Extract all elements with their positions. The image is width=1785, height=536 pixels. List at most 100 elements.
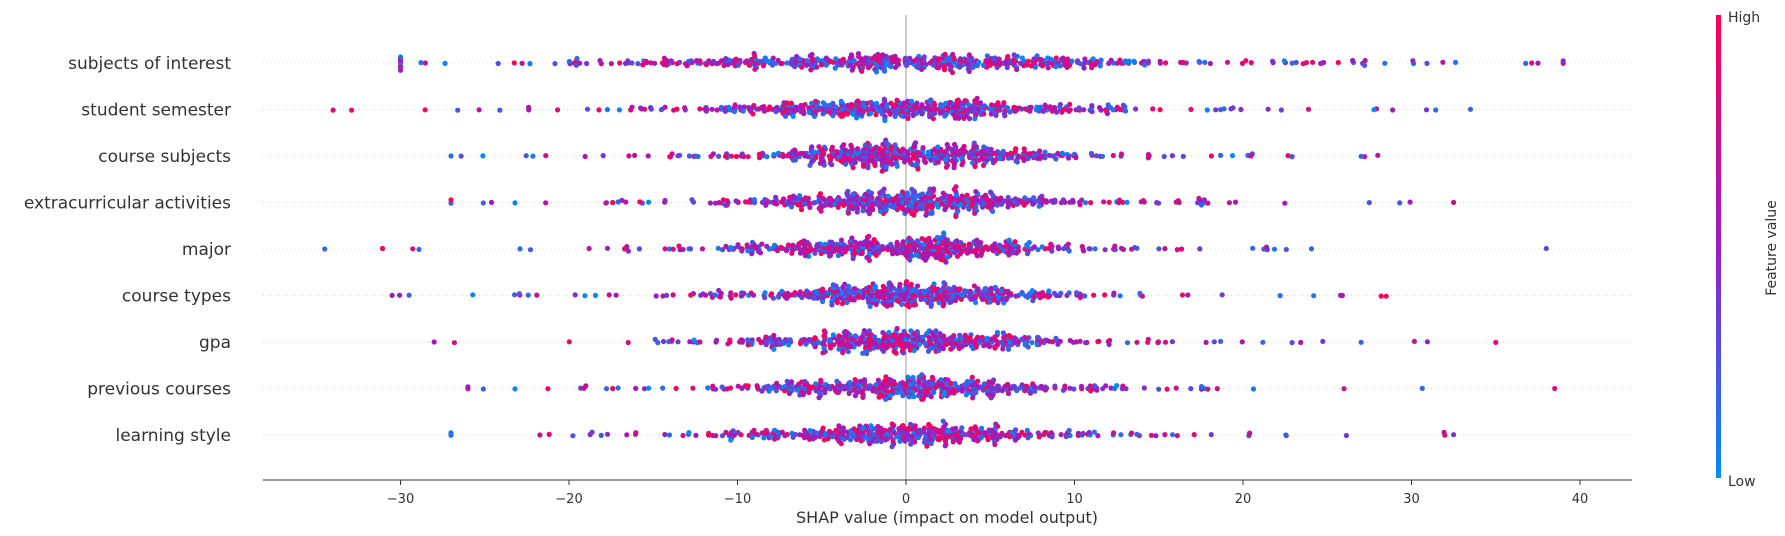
- shap-point: [888, 241, 894, 247]
- shap-point: [801, 111, 807, 117]
- shap-point: [1054, 109, 1060, 115]
- shap-point: [1145, 336, 1151, 342]
- shap-point: [926, 98, 932, 104]
- shap-point: [745, 154, 751, 160]
- shap-point: [903, 62, 909, 68]
- shap-point: [980, 387, 987, 393]
- shap-point: [534, 292, 540, 298]
- shap-point: [955, 437, 961, 443]
- shap-point: [1049, 108, 1055, 114]
- shap-point: [826, 383, 832, 389]
- shap-point: [1040, 108, 1046, 114]
- shap-point: [682, 105, 688, 111]
- shap-point: [669, 151, 675, 157]
- shap-point: [648, 105, 654, 111]
- shap-point: [643, 58, 649, 64]
- shap-point: [875, 344, 881, 350]
- shap-point: [964, 341, 970, 347]
- shap-point: [827, 195, 833, 201]
- shap-point: [817, 191, 824, 197]
- shap-point: [881, 68, 888, 74]
- shap-point: [1283, 432, 1289, 439]
- shap-point: [763, 341, 769, 347]
- shap-point: [1106, 341, 1112, 347]
- shap-point: [820, 195, 826, 201]
- shap-point: [1011, 104, 1017, 110]
- shap-point: [726, 104, 732, 110]
- shap-point: [751, 197, 758, 203]
- colorbar-title: Feature value: [1764, 200, 1780, 296]
- shap-point: [878, 65, 884, 71]
- shap-point: [937, 110, 943, 116]
- shap-point: [993, 112, 999, 118]
- shap-point: [787, 337, 793, 343]
- shap-point: [801, 435, 808, 441]
- shap-point: [715, 245, 721, 251]
- shap-point: [745, 337, 751, 343]
- shap-point: [648, 60, 654, 66]
- shap-point: [1350, 57, 1356, 64]
- shap-point: [826, 428, 833, 434]
- shap-point: [1053, 64, 1059, 70]
- shap-point: [815, 339, 822, 345]
- shap-point: [1042, 102, 1048, 108]
- shap-point: [1091, 429, 1097, 435]
- x-tick-label: 40: [1572, 492, 1589, 507]
- shap-point: [830, 100, 836, 106]
- shap-point: [845, 188, 851, 194]
- shap-point: [771, 242, 778, 248]
- shap-point: [610, 199, 616, 206]
- shap-point: [852, 239, 858, 245]
- shap-point: [779, 429, 786, 435]
- shap-point: [803, 341, 809, 347]
- shap-point: [1203, 339, 1209, 345]
- shap-point: [833, 104, 839, 110]
- shap-point: [962, 332, 968, 338]
- shap-point: [1031, 56, 1037, 62]
- shap-point: [735, 383, 741, 389]
- shap-point: [884, 436, 890, 442]
- shap-point: [1016, 197, 1022, 203]
- shap-point: [1066, 427, 1072, 433]
- shap-point: [988, 189, 994, 195]
- shap-point: [803, 195, 809, 201]
- shap-point: [1092, 383, 1098, 389]
- shap-point: [911, 189, 918, 195]
- shap-point: [719, 384, 725, 390]
- shap-point: [689, 197, 695, 203]
- shap-point: [747, 197, 754, 203]
- shap-point: [410, 246, 416, 252]
- shap-point: [1077, 295, 1083, 301]
- shap-point: [830, 332, 836, 338]
- shap-point: [1067, 337, 1073, 344]
- shap-point: [957, 56, 964, 62]
- shap-point: [799, 294, 805, 301]
- shap-point: [968, 426, 974, 432]
- shap-point: [839, 301, 845, 307]
- shap-point: [841, 142, 847, 148]
- shap-point: [973, 189, 979, 195]
- shap-point: [748, 290, 754, 296]
- shap-point: [623, 60, 629, 66]
- shap-point: [770, 295, 777, 301]
- shap-point: [1014, 388, 1020, 394]
- shap-point: [1114, 104, 1120, 110]
- shap-point: [872, 284, 879, 290]
- shap-point: [900, 350, 907, 356]
- shap-point: [1066, 290, 1072, 296]
- shap-point: [904, 190, 911, 196]
- shap-point: [1030, 201, 1036, 207]
- shap-point: [840, 383, 846, 389]
- shap-point: [848, 343, 854, 350]
- shap-point: [972, 163, 978, 170]
- shap-point: [673, 385, 679, 391]
- shap-point: [817, 433, 823, 440]
- shap-point: [1278, 107, 1284, 113]
- shap-point: [1035, 155, 1041, 161]
- shap-point: [894, 298, 900, 304]
- shap-point: [662, 431, 668, 438]
- shap-point: [818, 377, 824, 383]
- shap-point: [1048, 430, 1054, 436]
- shap-point: [1086, 246, 1092, 252]
